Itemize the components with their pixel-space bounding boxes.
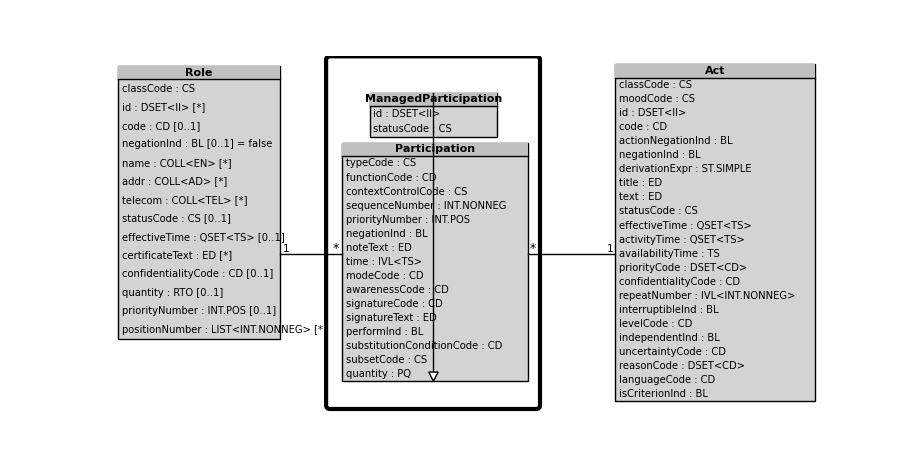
Text: name : COLL<EN> [*]: name : COLL<EN> [*] (122, 158, 231, 168)
Polygon shape (429, 372, 438, 381)
Text: moodCode : CS: moodCode : CS (619, 94, 695, 104)
Text: sequenceNumber : INT.NONNEG: sequenceNumber : INT.NONNEG (346, 200, 507, 211)
Text: contextControlCode : CS: contextControlCode : CS (346, 187, 468, 197)
Bar (117, 66, 280, 80)
Text: subsetCode : CS: subsetCode : CS (346, 355, 428, 365)
Bar (369, 93, 498, 137)
Text: actionNegationInd : BL: actionNegationInd : BL (619, 136, 733, 146)
Text: noteText : ED: noteText : ED (346, 243, 412, 253)
Text: *: * (530, 242, 536, 255)
Text: availabilityTime : TS: availabilityTime : TS (619, 249, 720, 259)
Text: ManagedParticipation: ManagedParticipation (365, 94, 502, 105)
Text: statusCode : CS: statusCode : CS (373, 125, 452, 134)
Text: *: * (332, 242, 339, 255)
Text: Role: Role (186, 68, 213, 77)
Text: functionCode : CD: functionCode : CD (346, 173, 437, 182)
Text: uncertaintyCode : CD: uncertaintyCode : CD (619, 347, 726, 357)
Bar (369, 93, 498, 106)
Text: quantity : PQ: quantity : PQ (346, 369, 411, 379)
Text: effectiveTime : QSET<TS> [0..1]: effectiveTime : QSET<TS> [0..1] (122, 232, 284, 242)
Text: telecom : COLL<TEL> [*]: telecom : COLL<TEL> [*] (122, 195, 247, 205)
Text: classCode : CS: classCode : CS (122, 84, 195, 94)
Text: addr : COLL<AD> [*]: addr : COLL<AD> [*] (122, 176, 227, 187)
Text: negationInd : BL: negationInd : BL (619, 150, 701, 160)
Text: id : DSET<II> [*]: id : DSET<II> [*] (122, 102, 205, 112)
Text: derivationExpr : ST.SIMPLE: derivationExpr : ST.SIMPLE (619, 164, 752, 174)
Text: signatureCode : CD: signatureCode : CD (346, 299, 443, 309)
Text: languageCode : CD: languageCode : CD (619, 375, 715, 385)
Text: effectiveTime : QSET<TS>: effectiveTime : QSET<TS> (619, 220, 752, 231)
Text: Act: Act (705, 66, 725, 76)
Text: Participation: Participation (395, 144, 475, 155)
Text: certificateText : ED [*]: certificateText : ED [*] (122, 250, 232, 261)
Text: confidentialityCode : CD [0..1]: confidentialityCode : CD [0..1] (122, 269, 273, 279)
Bar (615, 64, 815, 401)
Text: positionNumber : LIST<INT.NONNEG> [*]: positionNumber : LIST<INT.NONNEG> [*] (122, 325, 327, 335)
Text: modeCode : CD: modeCode : CD (346, 271, 424, 281)
Text: statusCode : CS: statusCode : CS (619, 206, 698, 217)
Text: negationInd : BL [0..1] = false: negationInd : BL [0..1] = false (122, 139, 272, 149)
Bar (615, 64, 815, 78)
Text: quantity : RTO [0..1]: quantity : RTO [0..1] (122, 288, 223, 298)
Text: confidentialityCode : CD: confidentialityCode : CD (619, 277, 740, 287)
Text: classCode : CS: classCode : CS (619, 80, 692, 90)
Text: code : CD [0..1]: code : CD [0..1] (122, 121, 200, 131)
Text: activityTime : QSET<TS>: activityTime : QSET<TS> (619, 235, 744, 244)
Bar (117, 66, 280, 339)
Text: reasonCode : DSET<CD>: reasonCode : DSET<CD> (619, 361, 745, 371)
Text: performInd : BL: performInd : BL (346, 327, 423, 337)
Text: isCriterionInd : BL: isCriterionInd : BL (619, 389, 708, 399)
Bar (342, 143, 529, 156)
Text: awarenessCode : CD: awarenessCode : CD (346, 285, 450, 295)
Text: statusCode : CS [0..1]: statusCode : CS [0..1] (122, 213, 230, 224)
Text: code : CD: code : CD (619, 122, 667, 132)
Text: id : DSET<II>: id : DSET<II> (373, 109, 440, 119)
Text: priorityNumber : INT.POS [0..1]: priorityNumber : INT.POS [0..1] (122, 306, 276, 316)
Text: repeatNumber : IVL<INT.NONNEG>: repeatNumber : IVL<INT.NONNEG> (619, 291, 795, 301)
Text: signatureText : ED: signatureText : ED (346, 313, 437, 323)
Text: title : ED: title : ED (619, 178, 662, 188)
Text: text : ED: text : ED (619, 193, 662, 202)
Text: time : IVL<TS>: time : IVL<TS> (346, 257, 422, 267)
Text: priorityNumber : INT.POS: priorityNumber : INT.POS (346, 215, 470, 225)
Text: levelCode : CD: levelCode : CD (619, 319, 693, 329)
Text: priorityCode : DSET<CD>: priorityCode : DSET<CD> (619, 263, 747, 273)
Text: 1: 1 (607, 244, 613, 254)
Text: typeCode : CS: typeCode : CS (346, 158, 417, 169)
FancyBboxPatch shape (326, 56, 540, 409)
Text: independentInd : BL: independentInd : BL (619, 333, 720, 343)
Text: interruptibleInd : BL: interruptibleInd : BL (619, 305, 719, 315)
Text: id : DSET<II>: id : DSET<II> (619, 108, 686, 118)
Text: substitutionConditionCode : CD: substitutionConditionCode : CD (346, 341, 502, 351)
Text: negationInd : BL: negationInd : BL (346, 229, 428, 239)
Bar (342, 143, 529, 381)
Text: 1: 1 (283, 244, 289, 254)
